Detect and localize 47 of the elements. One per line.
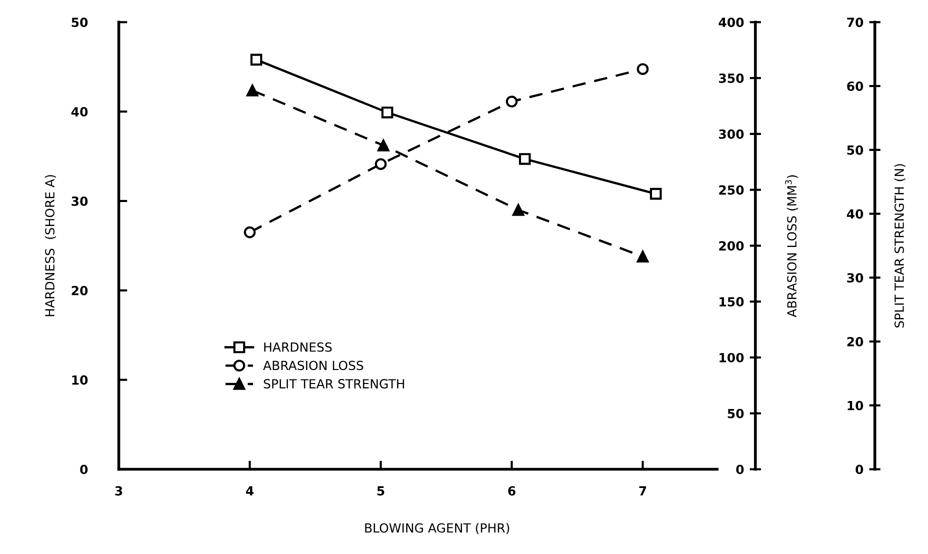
y3-tick-label: 20 bbox=[847, 336, 864, 346]
point bbox=[636, 63, 649, 76]
y2-tick-label: 0 bbox=[736, 464, 744, 474]
point bbox=[518, 153, 531, 165]
y3-tick-label: 50 bbox=[847, 145, 864, 155]
x-tick-label: 3 bbox=[115, 486, 122, 496]
y3-tick-label: 70 bbox=[847, 18, 864, 28]
point bbox=[650, 188, 662, 200]
y2-tick-label: 350 bbox=[719, 74, 744, 83]
y-tick-label: 40 bbox=[71, 107, 88, 116]
point bbox=[381, 106, 394, 118]
point bbox=[374, 158, 387, 170]
y-tick-label: 10 bbox=[72, 375, 88, 385]
y2-tick-label: 100 bbox=[720, 352, 744, 362]
point bbox=[246, 84, 258, 96]
y-axis-title: HARDNESS (SHORE A) bbox=[44, 175, 56, 316]
y2-axis-title: ABRASION LOSS (MM$^{3}$) bbox=[785, 175, 798, 318]
y-tick-label: 20 bbox=[72, 286, 88, 296]
x-tick-label: 5 bbox=[377, 486, 384, 496]
y-tick-label: 50 bbox=[72, 18, 88, 28]
y2-tick-label: 50 bbox=[728, 408, 744, 418]
x-axis-title: BLOWING AGENT (PHR) bbox=[365, 523, 510, 534]
y2-tick-label: 300 bbox=[719, 129, 744, 139]
legend-label: HARDNESS bbox=[264, 342, 332, 352]
y2-tick-label: 400 bbox=[718, 18, 744, 28]
point bbox=[512, 204, 524, 216]
legend-label: SPLIT TEAR STRENGTH bbox=[264, 379, 404, 389]
y-tick-label: 30 bbox=[72, 196, 88, 206]
point bbox=[636, 250, 649, 262]
y3-tick-label: 0 bbox=[856, 464, 864, 474]
y3-tick-label: 30 bbox=[847, 273, 864, 283]
y3-axis-title: SPLIT TEAR STRENGTH (N) bbox=[894, 164, 906, 328]
y2-tick-label: 200 bbox=[719, 241, 744, 251]
point bbox=[377, 140, 390, 152]
point bbox=[244, 226, 256, 238]
y2-tick-label: 150 bbox=[720, 297, 744, 307]
point bbox=[506, 96, 518, 108]
y3-tick-label: 40 bbox=[846, 209, 864, 219]
point bbox=[250, 54, 262, 66]
y-tick-label: 0 bbox=[80, 464, 88, 474]
x-tick-label: 6 bbox=[508, 486, 516, 496]
legend-label: ABRASION LOSS bbox=[263, 360, 364, 370]
y3-tick-label: 10 bbox=[848, 400, 864, 410]
y3-tick-label: 60 bbox=[847, 82, 864, 91]
x-tick-label: 4 bbox=[246, 486, 254, 496]
x-tick-label: 7 bbox=[639, 486, 646, 496]
y2-tick-label: 250 bbox=[719, 185, 744, 195]
